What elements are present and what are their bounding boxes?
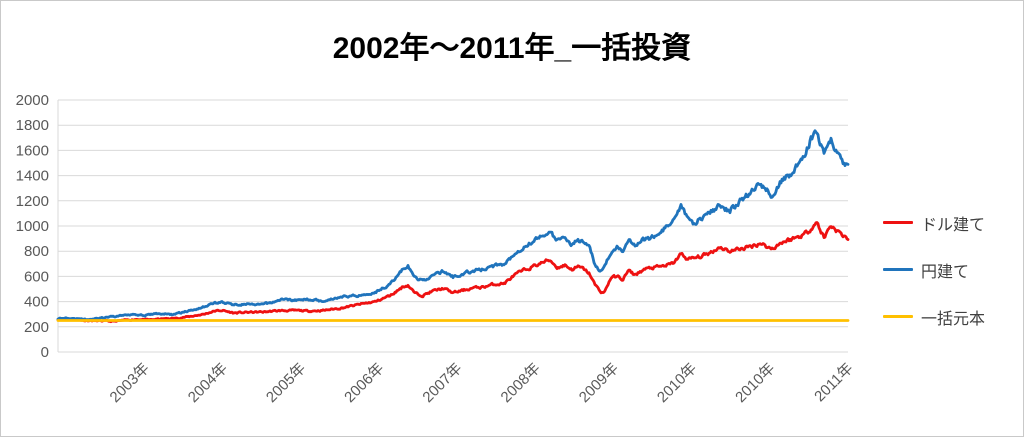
x-tick-label: 2010年 xyxy=(732,360,778,406)
legend-label-dollar: ドル建て xyxy=(921,216,986,234)
legend-label-principal: 一括元本 xyxy=(921,310,986,328)
x-tick-label: 2004年 xyxy=(185,360,231,406)
y-axis-labels: 0 200 400 600 800 1000 1200 1400 1600 1800 2000 xyxy=(16,92,49,361)
y-tick-label: 1000 xyxy=(16,218,49,235)
y-tick-label: 2000 xyxy=(16,92,49,109)
y-tick-label: 600 xyxy=(24,268,49,285)
y-tick-label: 1600 xyxy=(16,142,49,159)
x-tick-label: 2010年 xyxy=(654,360,700,406)
x-tick-label: 2011年 xyxy=(811,360,856,405)
legend-item-yen: 円建て xyxy=(883,246,985,293)
x-tick-label: 2003年 xyxy=(107,360,153,406)
series-line-0 xyxy=(56,221,850,324)
legend-line-swatch-yen xyxy=(883,268,913,271)
y-tick-label: 1200 xyxy=(16,193,49,210)
y-tick-label: 800 xyxy=(24,243,49,260)
y-tick-label: 400 xyxy=(24,294,49,311)
legend-line-swatch-dollar xyxy=(883,221,913,224)
x-tick-label: 2007年 xyxy=(419,360,465,406)
legend-line-swatch-principal xyxy=(883,315,913,318)
x-tick-label: 2005年 xyxy=(263,360,309,406)
y-tick-label: 0 xyxy=(41,344,49,361)
x-tick-label: 2006年 xyxy=(341,360,387,406)
y-tick-label: 1400 xyxy=(16,168,49,185)
series-line-1 xyxy=(56,129,850,322)
x-tick-label: 2008年 xyxy=(498,360,544,406)
x-axis-labels: 2003年 2004年 2005年 2006年 2007年 2008年 2009年 2010年… xyxy=(107,360,857,406)
legend-label-yen: 円建て xyxy=(921,263,970,281)
y-tick-label: 1800 xyxy=(16,117,49,134)
legend: ドル建て 円建て 一括元本 xyxy=(883,199,985,340)
chart-title: 2002年～2011年_一括投資 xyxy=(332,32,692,65)
y-tick-label: 200 xyxy=(24,319,49,336)
x-tick-label: 2009年 xyxy=(576,360,622,406)
legend-item-principal: 一括元本 xyxy=(883,293,985,340)
legend-item-dollar: ドル建て xyxy=(883,199,985,246)
gridlines xyxy=(58,99,848,353)
